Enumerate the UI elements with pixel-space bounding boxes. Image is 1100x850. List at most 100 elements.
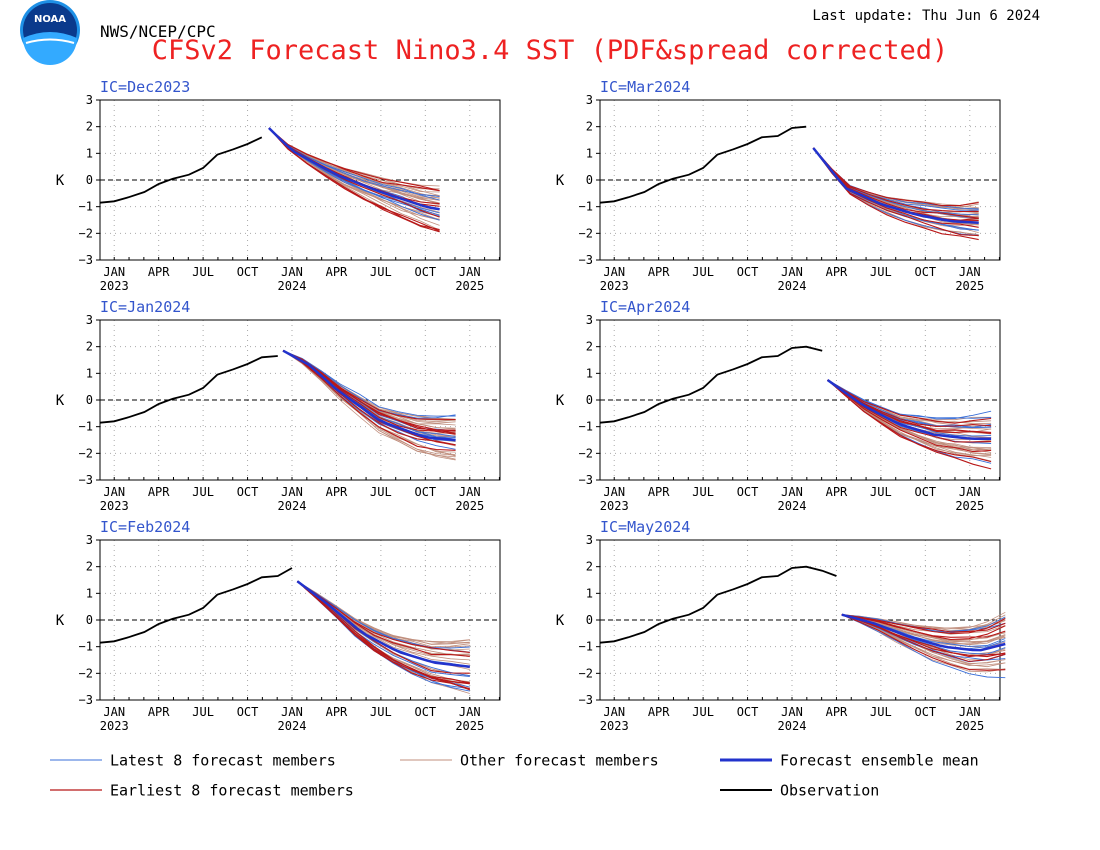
x-tick-label: JUL bbox=[870, 705, 892, 719]
y-tick-label: −1 bbox=[79, 420, 93, 434]
x-year-label: 2025 bbox=[455, 719, 484, 733]
y-tick-label: 3 bbox=[86, 93, 93, 107]
x-tick-label: JAN bbox=[781, 265, 803, 279]
observation-line bbox=[599, 345, 823, 424]
earliest-member-line bbox=[296, 580, 470, 674]
y-tick-label: 1 bbox=[586, 146, 593, 160]
x-tick-label: APR bbox=[648, 485, 670, 499]
x-tick-label: JUL bbox=[370, 265, 392, 279]
y-tick-label: −3 bbox=[579, 253, 593, 267]
earliest-member-line bbox=[841, 614, 1006, 671]
x-tick-label: JUL bbox=[870, 485, 892, 499]
x-year-label: 2024 bbox=[278, 719, 307, 733]
y-tick-label: 0 bbox=[86, 173, 93, 187]
x-tick-label: JUL bbox=[370, 705, 392, 719]
x-tick-label: JUL bbox=[870, 265, 892, 279]
earliest-member-line bbox=[282, 350, 456, 446]
latest-member-line bbox=[827, 379, 992, 428]
y-tick-label: 1 bbox=[586, 586, 593, 600]
x-year-label: 2024 bbox=[278, 499, 307, 513]
other-member-line bbox=[297, 580, 470, 648]
x-tick-label: JUL bbox=[370, 485, 392, 499]
y-tick-label: −1 bbox=[79, 640, 93, 654]
legend-other-label: Other forecast members bbox=[460, 752, 659, 770]
x-tick-label: APR bbox=[148, 485, 170, 499]
y-tick-label: 3 bbox=[586, 533, 593, 547]
x-tick-label: OCT bbox=[737, 705, 759, 719]
other-member-line bbox=[297, 580, 470, 651]
x-tick-label: JUL bbox=[192, 705, 214, 719]
y-axis-label: K bbox=[56, 613, 65, 629]
y-tick-label: 0 bbox=[586, 393, 593, 407]
noaa-logo-text: NOAA bbox=[34, 14, 66, 25]
x-tick-label: APR bbox=[826, 705, 848, 719]
agency-label: NWS/NCEP/CPC bbox=[100, 22, 216, 41]
earliest-member-line bbox=[296, 580, 470, 657]
x-tick-label: JAN bbox=[281, 265, 303, 279]
latest-member-line bbox=[297, 580, 470, 677]
x-tick-label: OCT bbox=[914, 265, 936, 279]
x-tick-label: JAN bbox=[603, 705, 625, 719]
ic-label: IC=May2024 bbox=[600, 518, 690, 536]
y-tick-label: −3 bbox=[579, 473, 593, 487]
panel-5: IC=Feb2024 3 2 1 0 −1 −2 −3 K JAN APR JUL OCT JAN APR J… bbox=[56, 518, 501, 733]
x-year-label: 2025 bbox=[455, 499, 484, 513]
y-tick-label: 3 bbox=[586, 93, 593, 107]
other-member-line bbox=[812, 147, 979, 231]
x-tick-label: JAN bbox=[781, 705, 803, 719]
y-tick-label: −2 bbox=[79, 666, 93, 680]
x-year-label: 2023 bbox=[600, 719, 629, 733]
x-tick-label: APR bbox=[326, 705, 348, 719]
y-axis-label: K bbox=[56, 393, 65, 409]
y-tick-label: 3 bbox=[86, 533, 93, 547]
legend-observation-label: Observation bbox=[780, 782, 879, 800]
panels-group: IC=Dec2023 3 2 1 0 −1 −2 −3 K JAN APR JUL OCT JAN APR J… bbox=[56, 78, 1006, 733]
x-tick-label: JUL bbox=[692, 705, 714, 719]
x-tick-label: JAN bbox=[959, 265, 981, 279]
observation-line bbox=[99, 567, 293, 644]
y-tick-label: 2 bbox=[586, 340, 593, 354]
x-tick-label: JAN bbox=[281, 485, 303, 499]
legend-latest-label: Latest 8 forecast members bbox=[110, 752, 336, 770]
legend-earliest-label: Earliest 8 forecast members bbox=[110, 782, 354, 800]
y-tick-label: −3 bbox=[79, 253, 93, 267]
panel-6: IC=May2024 3 2 1 0 −1 −2 −3 K JAN APR JUL OCT JAN APR J… bbox=[556, 518, 1006, 733]
ensemble-mean-line bbox=[812, 147, 979, 224]
other-member-line bbox=[827, 379, 992, 456]
y-tick-label: −1 bbox=[579, 420, 593, 434]
x-tick-label: APR bbox=[148, 705, 170, 719]
panel-1: IC=Dec2023 3 2 1 0 −1 −2 −3 K JAN APR JUL OCT JAN APR J… bbox=[56, 78, 501, 293]
y-tick-label: −2 bbox=[579, 226, 593, 240]
y-tick-label: −2 bbox=[579, 446, 593, 460]
y-axis-label: K bbox=[556, 613, 565, 629]
ic-label: IC=Apr2024 bbox=[600, 298, 690, 316]
x-year-label: 2024 bbox=[778, 719, 807, 733]
y-tick-label: −1 bbox=[579, 640, 593, 654]
y-tick-label: 1 bbox=[86, 366, 93, 380]
y-tick-label: −2 bbox=[579, 666, 593, 680]
x-tick-label: APR bbox=[648, 265, 670, 279]
ensemble-mean-line bbox=[826, 378, 992, 440]
x-year-label: 2023 bbox=[600, 499, 629, 513]
x-tick-label: JAN bbox=[459, 705, 481, 719]
earliest-member-line bbox=[827, 379, 992, 470]
earliest-member-line bbox=[841, 614, 1006, 633]
x-tick-label: APR bbox=[148, 265, 170, 279]
y-tick-label: 0 bbox=[586, 173, 593, 187]
x-tick-label: JUL bbox=[192, 265, 214, 279]
x-year-label: 2025 bbox=[955, 719, 984, 733]
y-tick-label: 0 bbox=[86, 393, 93, 407]
x-tick-label: JAN bbox=[959, 485, 981, 499]
latest-member-line bbox=[841, 614, 1006, 634]
other-member-line bbox=[297, 580, 470, 676]
y-axis-label: K bbox=[56, 173, 65, 189]
x-tick-label: APR bbox=[326, 265, 348, 279]
x-year-label: 2025 bbox=[455, 279, 484, 293]
last-update-label: Last update: Thu Jun 6 2024 bbox=[812, 8, 1040, 24]
x-year-label: 2025 bbox=[955, 499, 984, 513]
y-axis-label: K bbox=[556, 173, 565, 189]
earliest-member-line bbox=[268, 127, 440, 192]
y-tick-label: 1 bbox=[86, 146, 93, 160]
latest-member-line bbox=[841, 614, 1006, 679]
earliest-member-line bbox=[841, 614, 1006, 658]
